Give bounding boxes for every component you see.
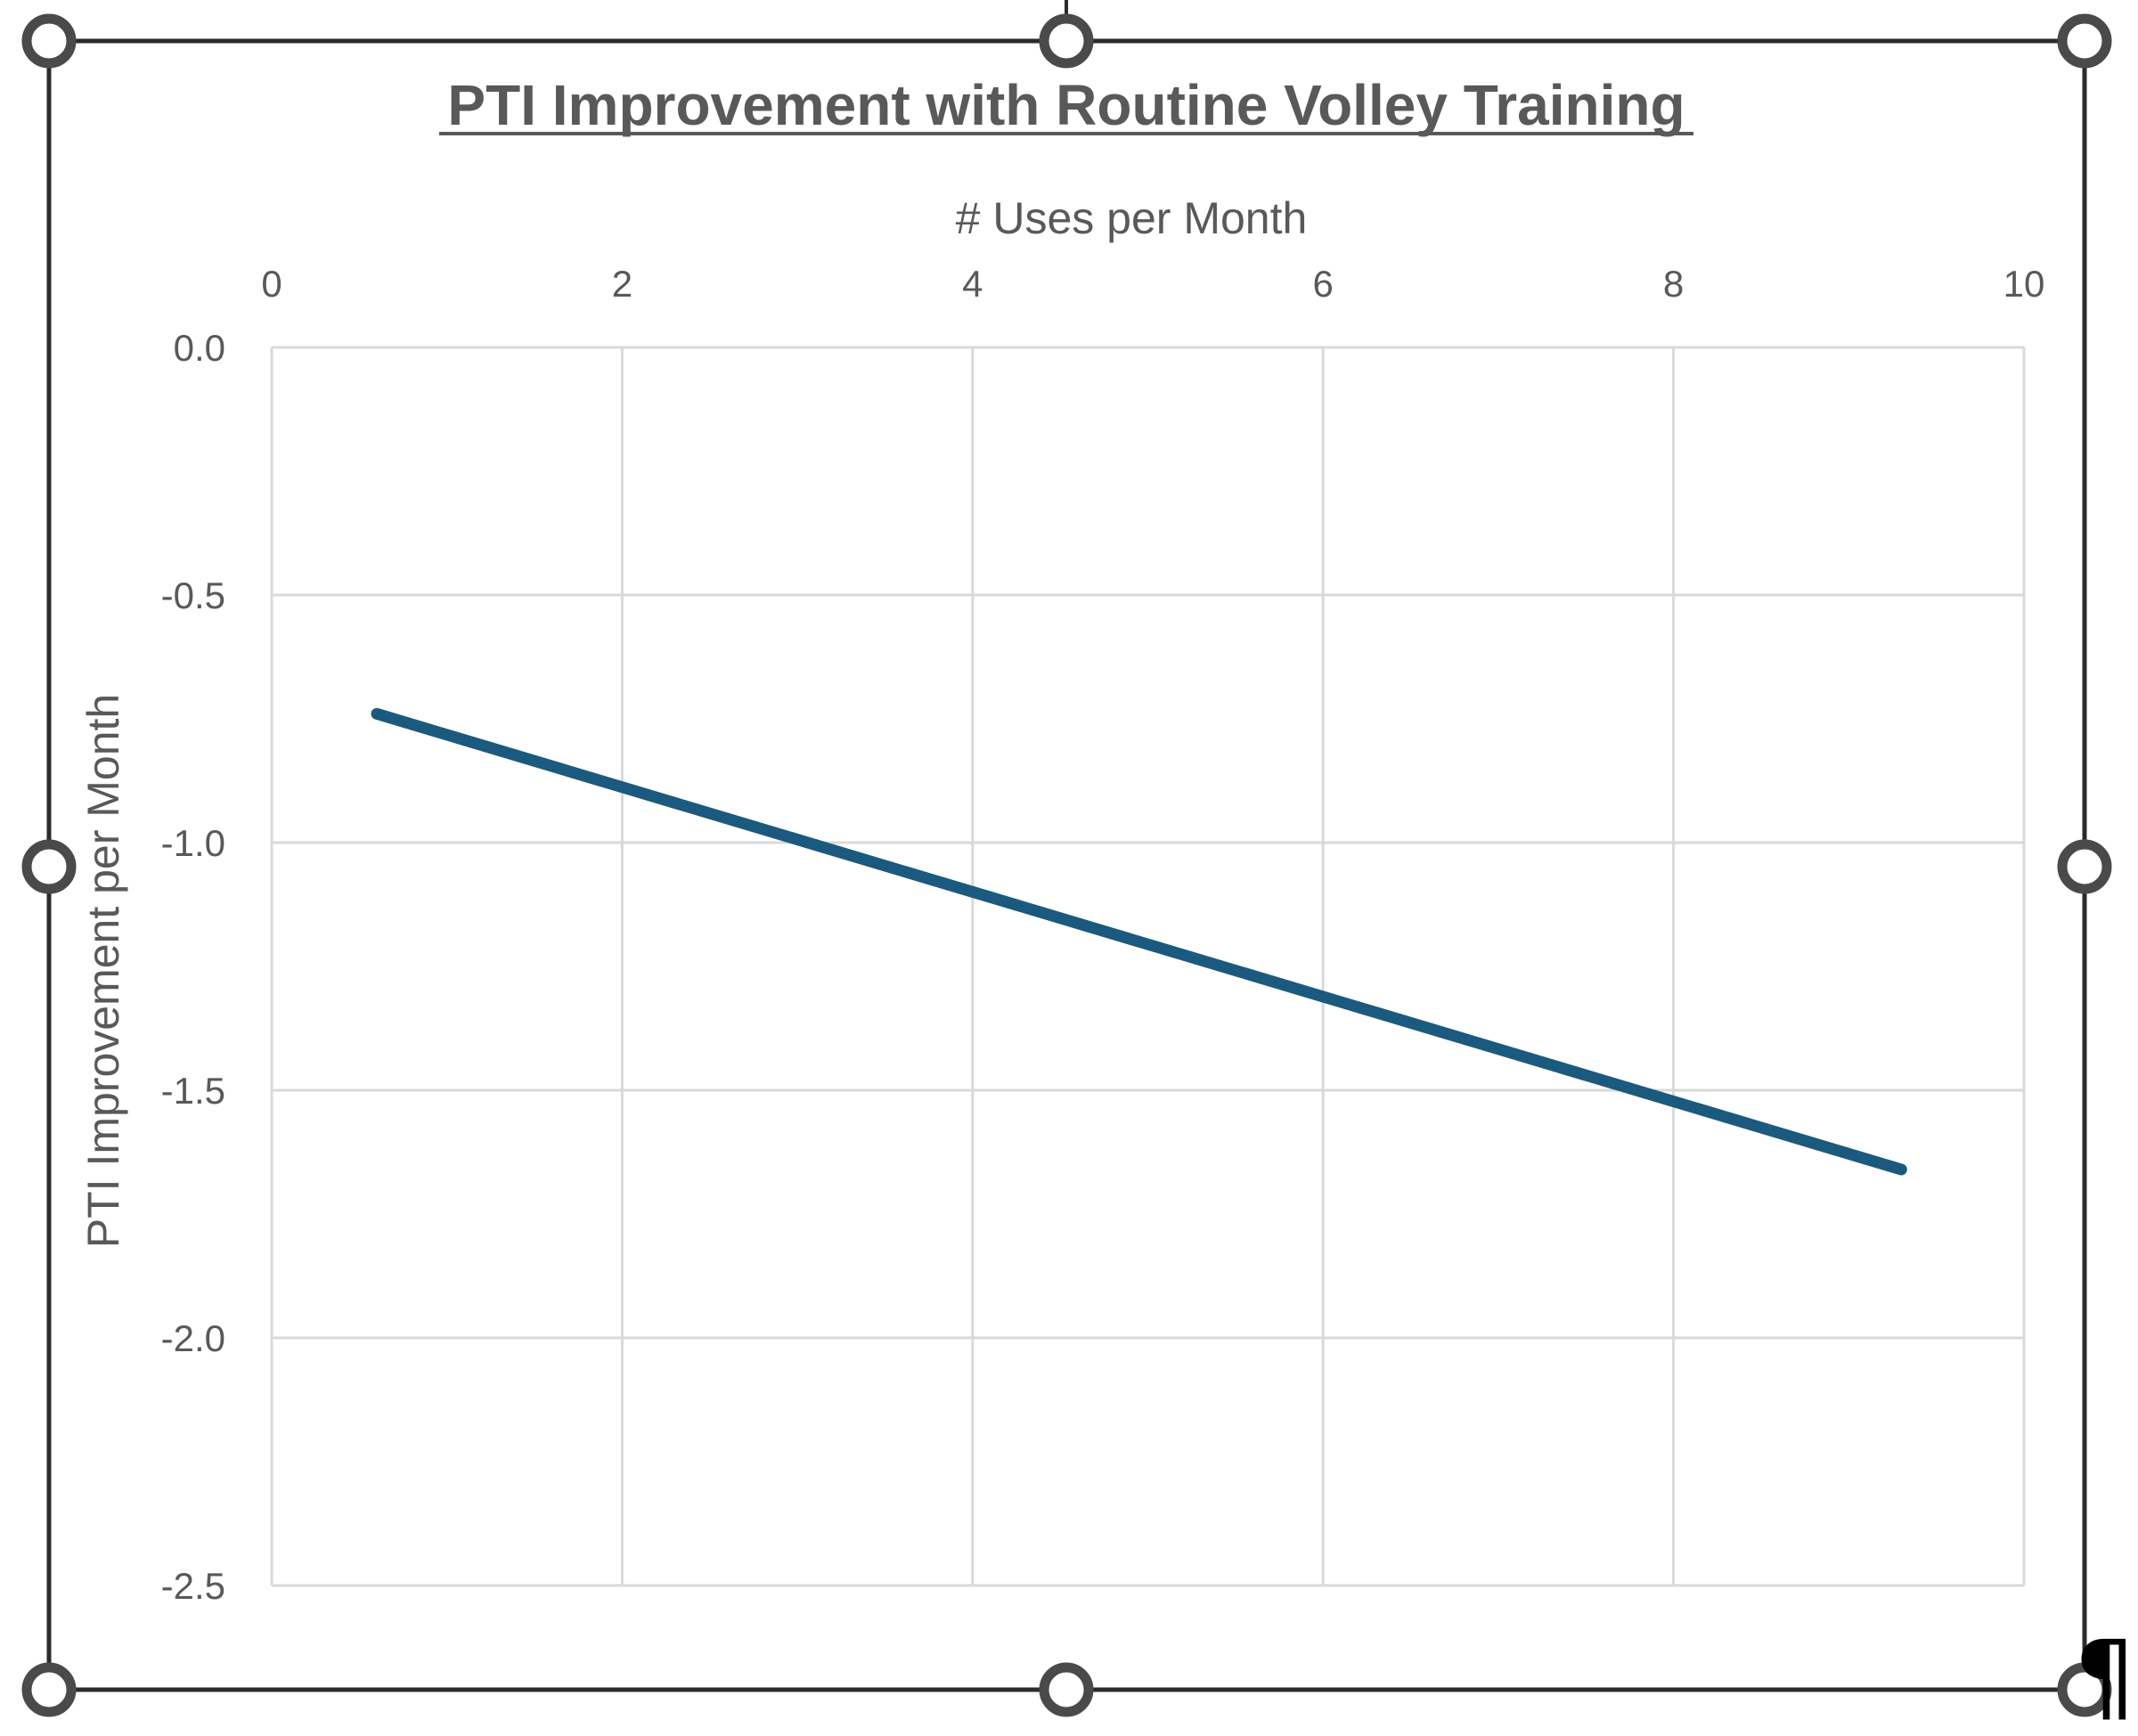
- y-axis-title: PTI Improvement per Month: [78, 694, 128, 1248]
- selection-handles[interactable]: [21, 13, 2112, 1717]
- y-tick-labels: 0.0 -0.5 -1.0 -1.5 -2.0 -2.5: [161, 327, 225, 1607]
- handle-middle-right[interactable]: [2057, 839, 2112, 894]
- y-tick-label: -2.0: [161, 1317, 225, 1359]
- x-axis-title: # Uses per Month: [956, 193, 1308, 243]
- y-tick-label: -0.5: [161, 575, 225, 616]
- y-tick-label: -1.5: [161, 1070, 225, 1112]
- series-lines: [371, 707, 1907, 1176]
- paragraph-mark: ¶: [2074, 1619, 2136, 1733]
- handle-bottom-center[interactable]: [1039, 1662, 1094, 1717]
- chart-frame: [46, 38, 2087, 1692]
- y-tick-label: -1.0: [161, 822, 225, 864]
- x-tick-label: 8: [1663, 263, 1684, 305]
- series-line[interactable]: [371, 707, 1907, 1176]
- x-tick-label: 6: [1313, 263, 1334, 305]
- handle-bottom-left[interactable]: [21, 1662, 77, 1717]
- x-tick-label: 4: [962, 263, 983, 305]
- x-tick-labels: 0 2 4 6 8 10: [261, 263, 2044, 305]
- x-tick-label: 0: [261, 263, 282, 305]
- chart-title: PTI Improvement with Routine Volley Trai…: [447, 73, 1685, 137]
- grid-lines: [270, 346, 2026, 1587]
- handle-bottom-right[interactable]: [2057, 1662, 2112, 1717]
- handle-top-left[interactable]: [21, 13, 77, 69]
- handle-top-center[interactable]: [1039, 13, 1094, 69]
- x-tick-label: 10: [2003, 263, 2045, 305]
- y-tick-label: -2.5: [161, 1565, 225, 1607]
- handle-top-right[interactable]: [2057, 13, 2112, 69]
- x-tick-label: 2: [612, 263, 632, 305]
- y-tick-label: 0.0: [174, 327, 225, 369]
- handle-middle-left[interactable]: [21, 839, 77, 894]
